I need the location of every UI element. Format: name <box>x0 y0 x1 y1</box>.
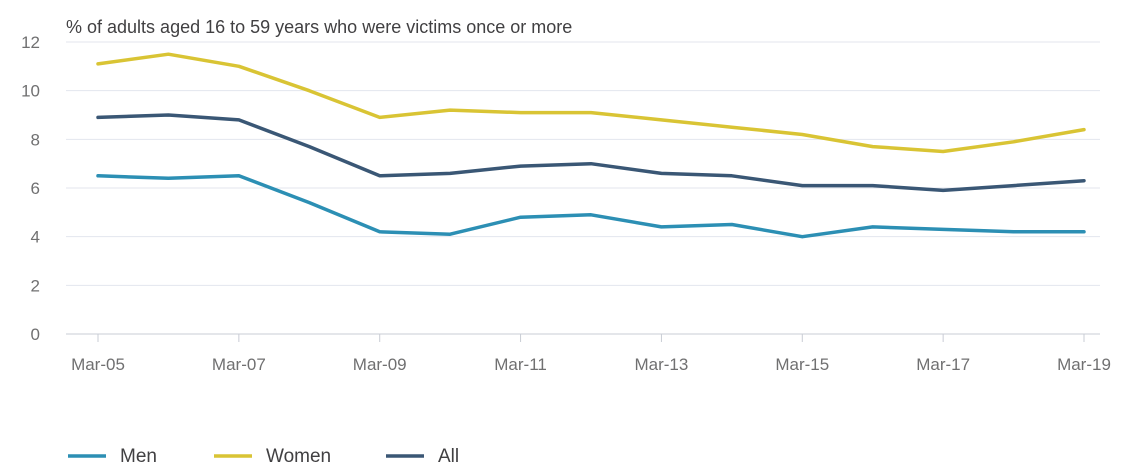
legend-label-men: Men <box>120 446 157 467</box>
x-tick-label: Mar-19 <box>1057 355 1111 374</box>
chart-title: % of adults aged 16 to 59 years who were… <box>66 17 572 37</box>
x-tick-label: Mar-17 <box>916 355 970 374</box>
y-tick-label: 12 <box>21 33 40 52</box>
x-tick-label: Mar-09 <box>353 355 407 374</box>
gridlines <box>66 41 1100 335</box>
x-axis-ticks: Mar-05 Mar-07 Mar-09 Mar-11 Mar-13 Mar-15 Mar-… <box>71 334 1111 374</box>
x-tick-label: Mar-05 <box>71 355 125 374</box>
series-line-men <box>96 174 1086 239</box>
y-axis-ticks: 0 2 4 6 8 10 12 <box>21 33 40 344</box>
y-tick-label: 0 <box>31 325 40 344</box>
y-tick-label: 6 <box>31 179 40 198</box>
y-tick-label: 2 <box>31 276 40 295</box>
x-tick-label: Mar-13 <box>634 355 688 374</box>
legend-label-women: Women <box>266 446 331 467</box>
legend: Men Women All <box>68 446 459 467</box>
series-line-women <box>96 52 1086 154</box>
y-tick-label: 8 <box>31 130 40 149</box>
x-tick-label: Mar-15 <box>775 355 829 374</box>
y-tick-label: 4 <box>31 228 40 247</box>
y-tick-label: 10 <box>21 82 40 101</box>
x-tick-label: Mar-11 <box>494 355 547 374</box>
legend-label-all: All <box>438 446 459 467</box>
series-line-all <box>96 113 1086 193</box>
series-lines <box>96 52 1086 239</box>
x-tick-label: Mar-07 <box>212 355 266 374</box>
